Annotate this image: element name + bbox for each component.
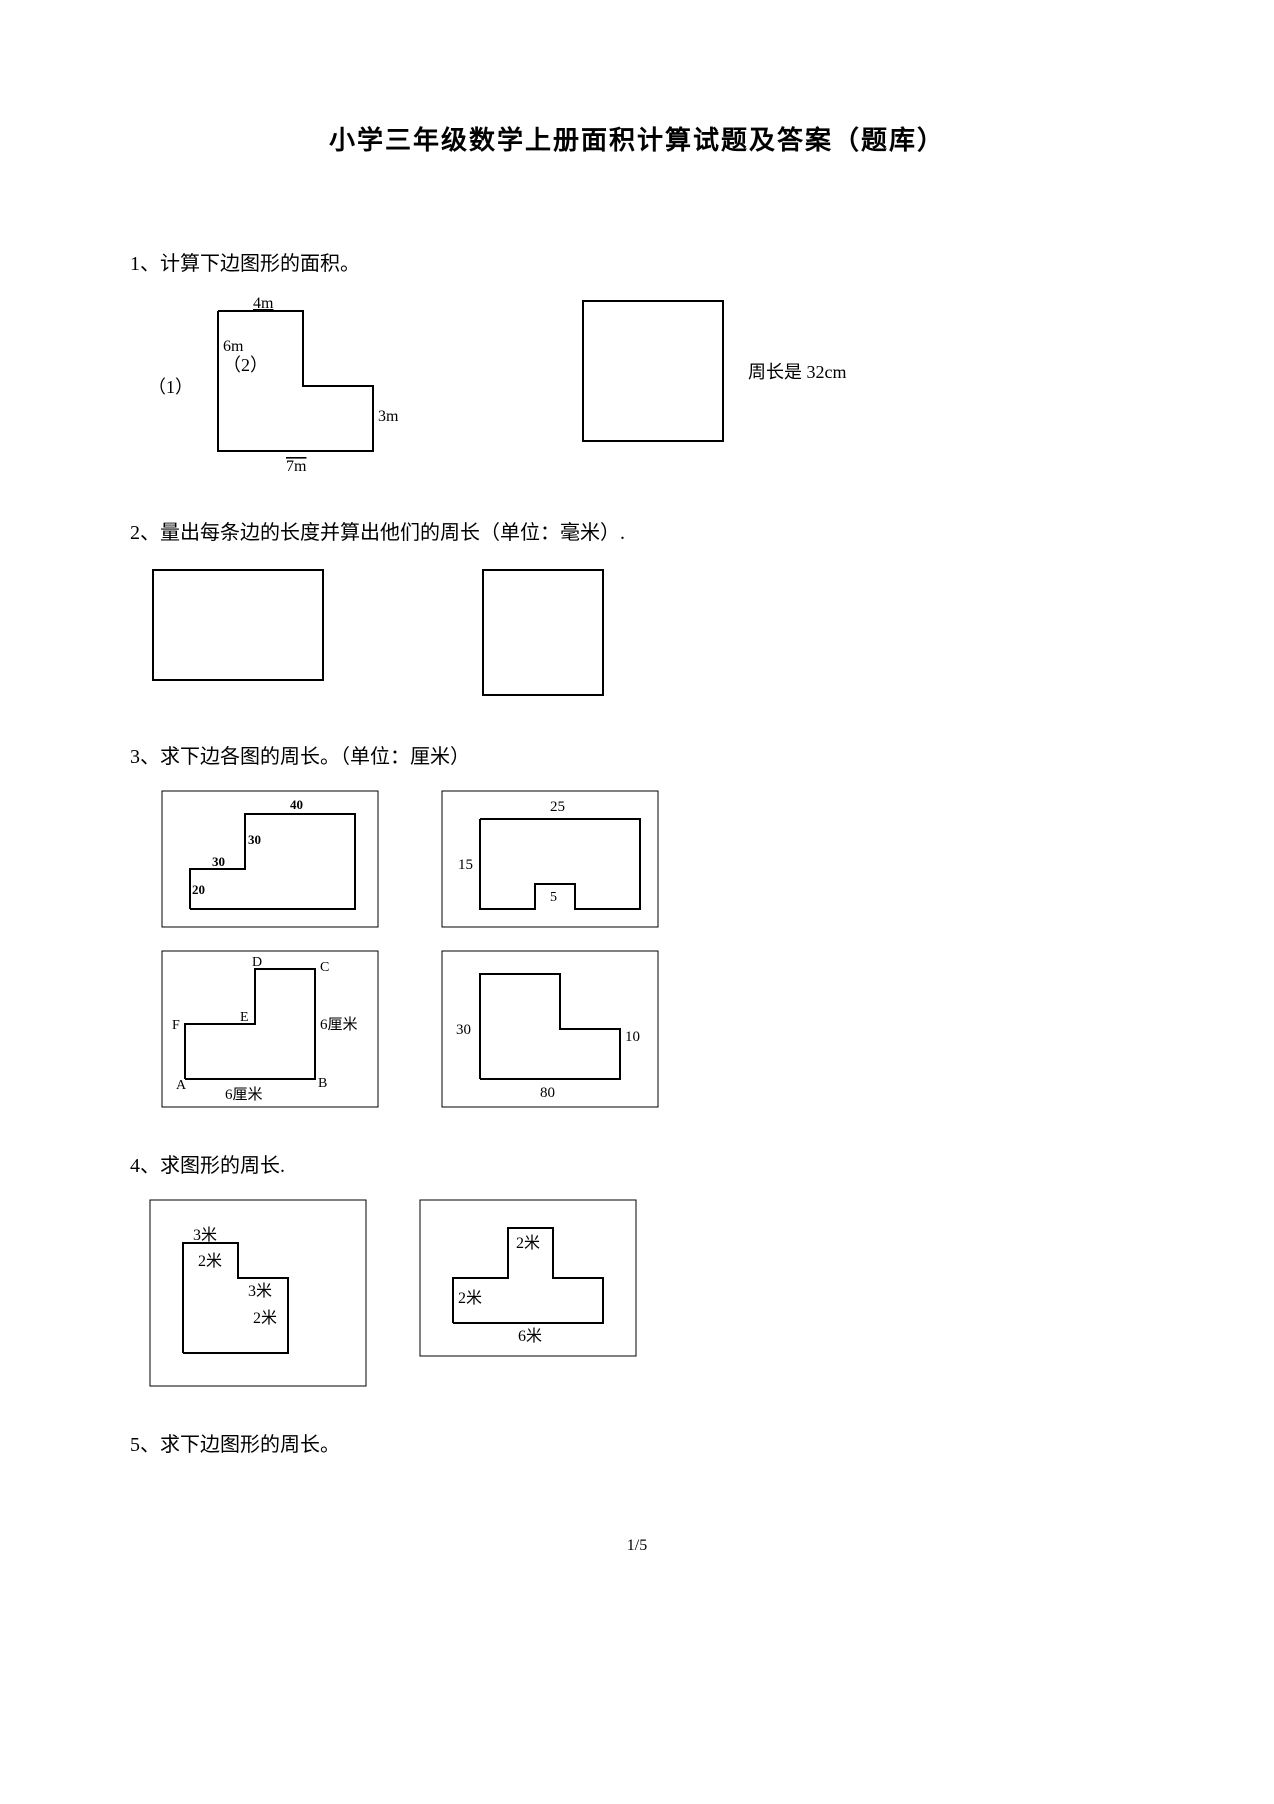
q1-square <box>578 296 728 446</box>
q3c-B: B <box>318 1076 327 1091</box>
q3-fig-a: 20 30 30 40 <box>160 789 380 929</box>
q1-text: 1、计算下边图形的面积。 <box>130 247 1144 276</box>
q4b-2b: 2米 <box>458 1289 482 1307</box>
q1-square-label: 周长是 32cm <box>748 358 847 384</box>
q3a-20: 20 <box>192 882 205 897</box>
q2-figures <box>148 565 1144 700</box>
q1-lshape: 4m 6m （2） 3m 7m <box>198 296 408 476</box>
q4a-3a: 3米 <box>193 1226 217 1244</box>
q3-text: 3、求下边各图的周长。（单位：厘米） <box>130 740 1144 769</box>
q4a-2a: 2米 <box>198 1252 222 1270</box>
q3b-5: 5 <box>550 890 557 905</box>
q3-fig-b: 25 15 5 <box>440 789 660 929</box>
q1-3m-label: 3m <box>378 408 399 425</box>
q4a-3b: 3米 <box>248 1282 272 1300</box>
q3d-30: 30 <box>456 1022 471 1038</box>
q1-top-label: 4m <box>253 296 274 312</box>
q3c-E: E <box>240 1010 249 1025</box>
q4-text: 4、求图形的周长. <box>130 1149 1144 1178</box>
q4-fig-a: 3米 2米 3米 2米 <box>148 1198 368 1388</box>
q3c-C: C <box>320 960 329 975</box>
q4a-2b: 2米 <box>253 1309 277 1327</box>
q3b-15: 15 <box>458 857 473 873</box>
page-number: 1/5 <box>130 1537 1144 1555</box>
q2-rect2 <box>478 565 608 700</box>
q2-text: 2、量出每条边的长度并算出他们的周长（单位：毫米）. <box>130 516 1144 545</box>
q4-figures: 3米 2米 3米 2米 2米 2米 6米 <box>148 1198 1144 1388</box>
q3-fig-c: D C F E 6厘米 A B 6厘米 <box>160 949 380 1109</box>
page-title: 小学三年级数学上册面积计算试题及答案（题库） <box>130 120 1144 157</box>
q1-figures: （1） 4m 6m （2） 3m 7m 周长是 32cm <box>148 296 1144 476</box>
q3d-80: 80 <box>540 1085 555 1101</box>
q4-fig-b: 2米 2米 6米 <box>418 1198 638 1358</box>
q3c-F: F <box>172 1018 180 1033</box>
q3-row1: 20 30 30 40 25 15 5 <box>160 789 1144 929</box>
q3c-D: D <box>252 955 262 970</box>
q1-inner-label: （2） <box>223 355 268 375</box>
q3a-30a: 30 <box>212 854 225 869</box>
q1-7m-label: 7m <box>286 458 307 475</box>
q3a-40: 40 <box>290 797 303 812</box>
q3c-6b: 6厘米 <box>225 1086 263 1103</box>
q3a-30b: 30 <box>248 832 261 847</box>
q3d-10: 10 <box>625 1029 640 1045</box>
q1-6m-label: 6m <box>223 338 244 355</box>
q2-rect1 <box>148 565 328 685</box>
q3c-6a: 6厘米 <box>320 1016 358 1033</box>
q4b-2a: 2米 <box>516 1234 540 1252</box>
q4b-6: 6米 <box>518 1327 542 1345</box>
q3c-A: A <box>176 1078 187 1093</box>
q3b-25: 25 <box>550 799 565 815</box>
q1-left-label: （1） <box>148 373 193 399</box>
q5-text: 5、求下边图形的周长。 <box>130 1428 1144 1457</box>
q3-row2: D C F E 6厘米 A B 6厘米 30 10 80 <box>160 949 1144 1109</box>
q3-fig-d: 30 10 80 <box>440 949 660 1109</box>
